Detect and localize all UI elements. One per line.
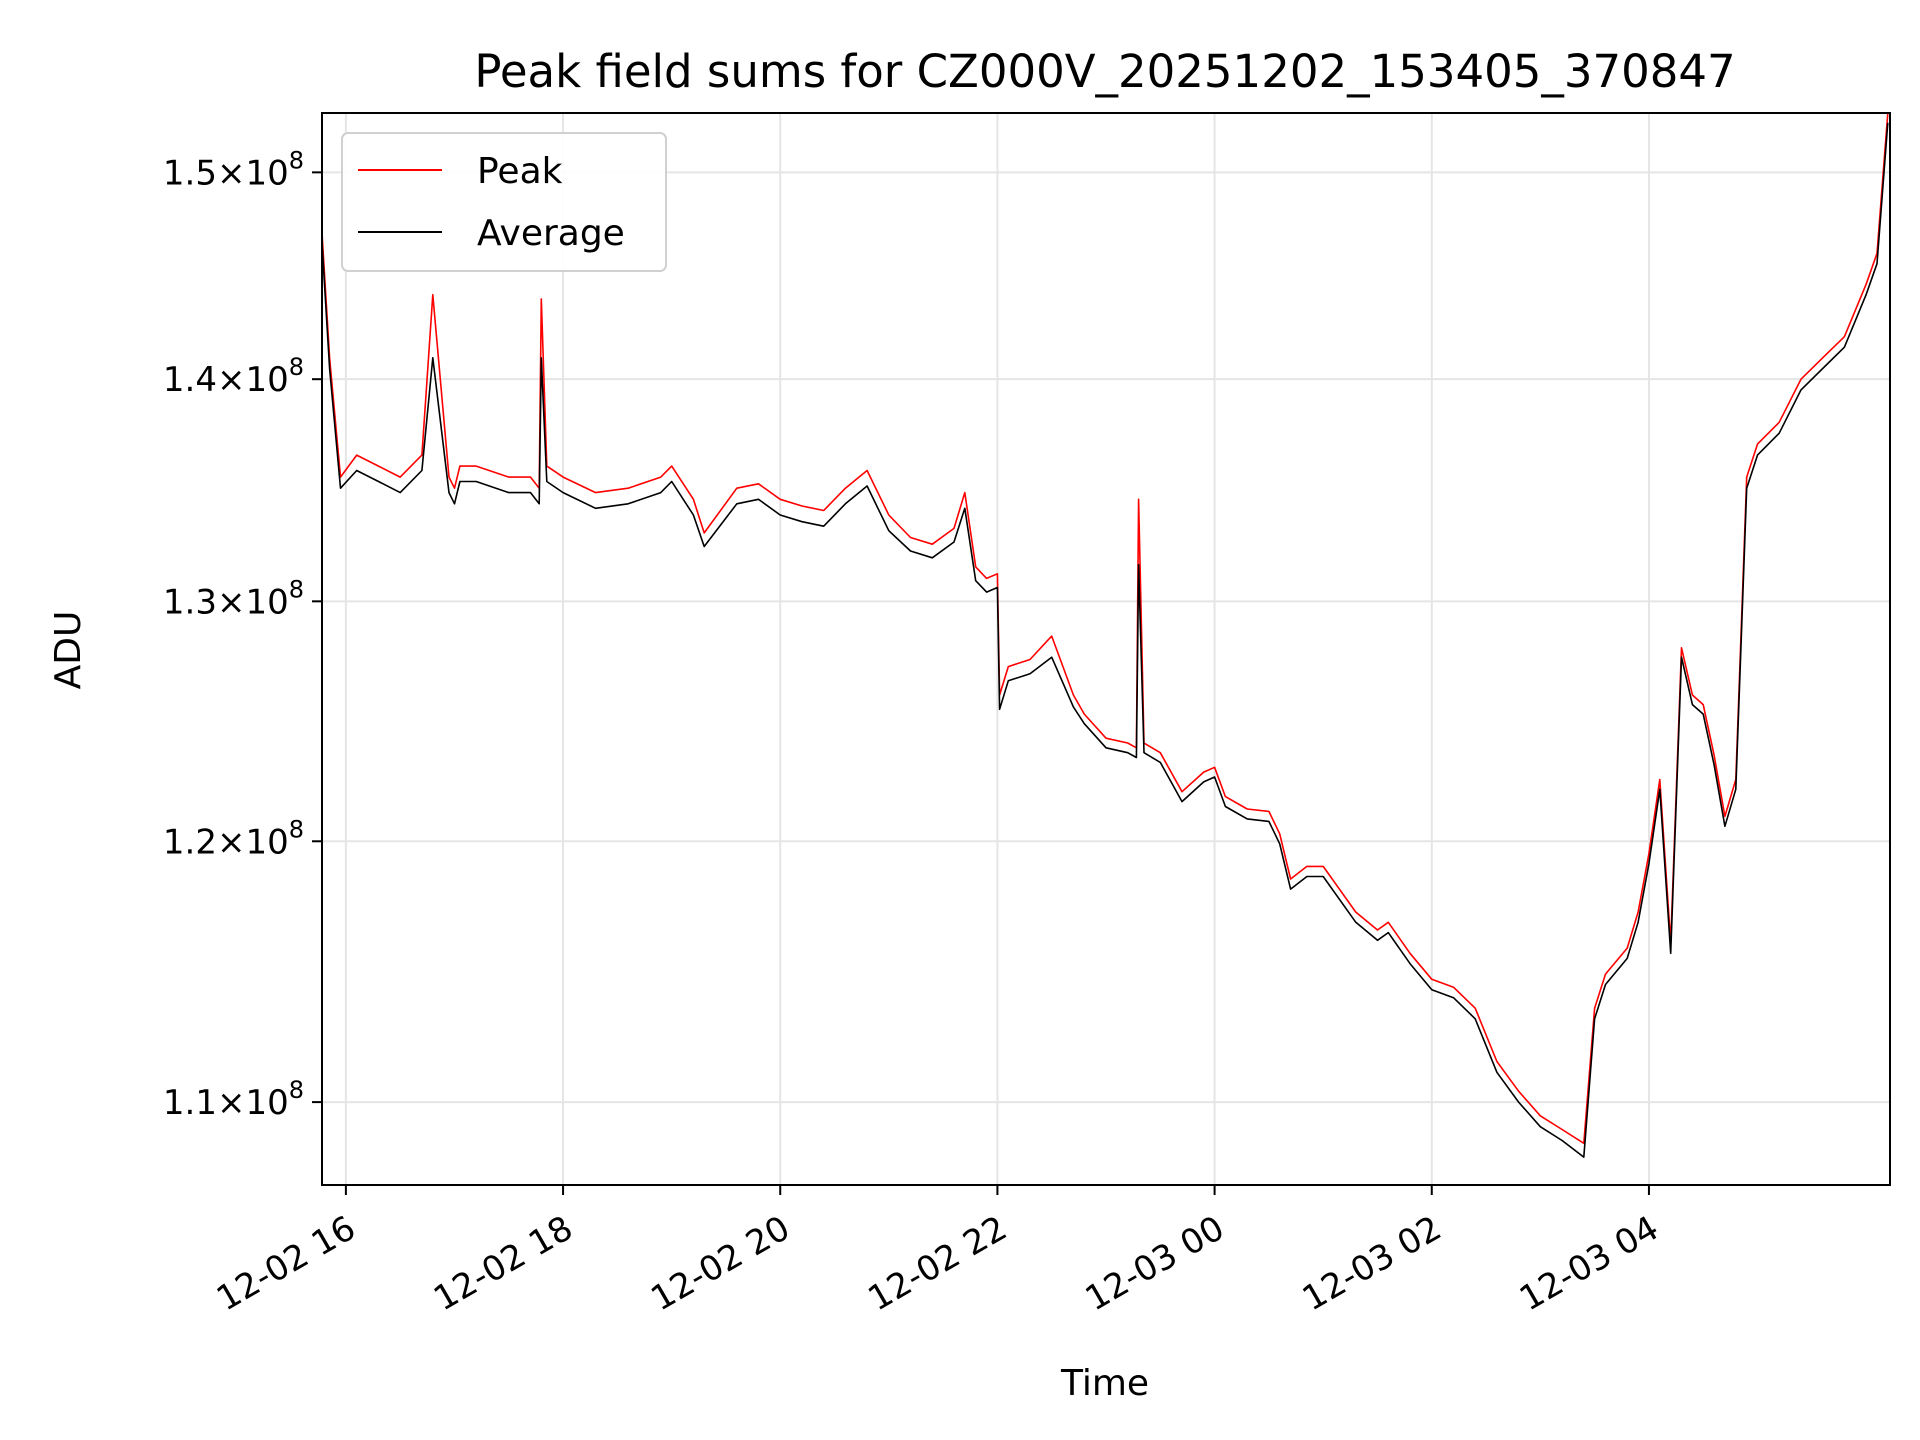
- y-axis-label: ADU: [48, 611, 89, 690]
- y-tick-label: 1.1×108: [163, 1076, 304, 1123]
- x-tick-label: 12-02 16: [210, 1208, 362, 1319]
- chart-title: Peak field sums for CZ000V_20251202_1534…: [474, 45, 1735, 98]
- y-tick-label: 1.5×108: [163, 146, 304, 193]
- y-tick-label: 1.4×108: [163, 353, 304, 400]
- series-average-line: [321, 122, 1889, 1158]
- y-tick-label: 1.2×108: [163, 815, 304, 862]
- x-axis-label: Time: [1060, 1363, 1149, 1404]
- x-tick-label: 12-02 22: [862, 1208, 1014, 1319]
- legend-peak-label: Peak: [477, 151, 563, 192]
- legend-average-label: Average: [477, 213, 625, 254]
- legend-box: [341, 132, 667, 272]
- x-tick-label: 12-02 20: [644, 1208, 796, 1319]
- x-tick-label: 12-03 02: [1296, 1208, 1448, 1319]
- y-axis: 1.1×108 1.2×108 1.3×108 1.4×108 1.5×108: [163, 146, 322, 1123]
- x-axis: 12-02 16 12-02 18 12-02 20 12-02 22 12-03 00…: [210, 1185, 1665, 1319]
- legend: Peak Average: [341, 132, 667, 272]
- series-lines: [321, 112, 1889, 1158]
- plot-area: [321, 112, 1891, 1186]
- x-tick-label: 12-02 18: [427, 1208, 579, 1319]
- grid: [322, 113, 1890, 1185]
- y-tick-label: 1.3×108: [163, 575, 304, 622]
- x-tick-label: 12-03 00: [1079, 1208, 1231, 1319]
- x-tick-label: 12-03 04: [1513, 1208, 1665, 1319]
